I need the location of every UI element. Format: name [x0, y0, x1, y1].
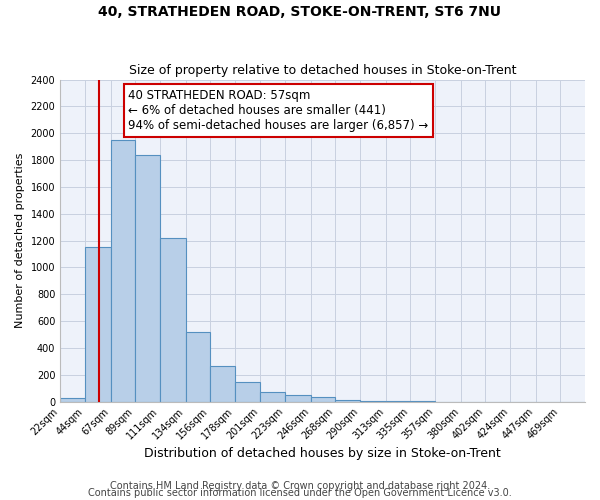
Bar — [160, 238, 185, 402]
Text: 40, STRATHEDEN ROAD, STOKE-ON-TRENT, ST6 7NU: 40, STRATHEDEN ROAD, STOKE-ON-TRENT, ST6… — [98, 5, 502, 19]
Y-axis label: Number of detached properties: Number of detached properties — [15, 153, 25, 328]
Text: 40 STRATHEDEN ROAD: 57sqm
← 6% of detached houses are smaller (441)
94% of semi-: 40 STRATHEDEN ROAD: 57sqm ← 6% of detach… — [128, 89, 428, 132]
Bar — [135, 154, 160, 402]
Text: Contains HM Land Registry data © Crown copyright and database right 2024.: Contains HM Land Registry data © Crown c… — [110, 481, 490, 491]
Title: Size of property relative to detached houses in Stoke-on-Trent: Size of property relative to detached ho… — [129, 64, 517, 77]
Bar — [60, 398, 85, 402]
Bar — [85, 248, 110, 402]
Bar — [360, 401, 386, 402]
Bar — [285, 395, 311, 402]
Bar — [311, 396, 335, 402]
Text: Contains public sector information licensed under the Open Government Licence v3: Contains public sector information licen… — [88, 488, 512, 498]
Bar — [110, 140, 135, 402]
Bar — [335, 400, 360, 402]
Bar — [235, 382, 260, 402]
Bar — [260, 392, 285, 402]
Bar — [185, 332, 210, 402]
Bar — [210, 366, 235, 402]
X-axis label: Distribution of detached houses by size in Stoke-on-Trent: Distribution of detached houses by size … — [144, 447, 501, 460]
